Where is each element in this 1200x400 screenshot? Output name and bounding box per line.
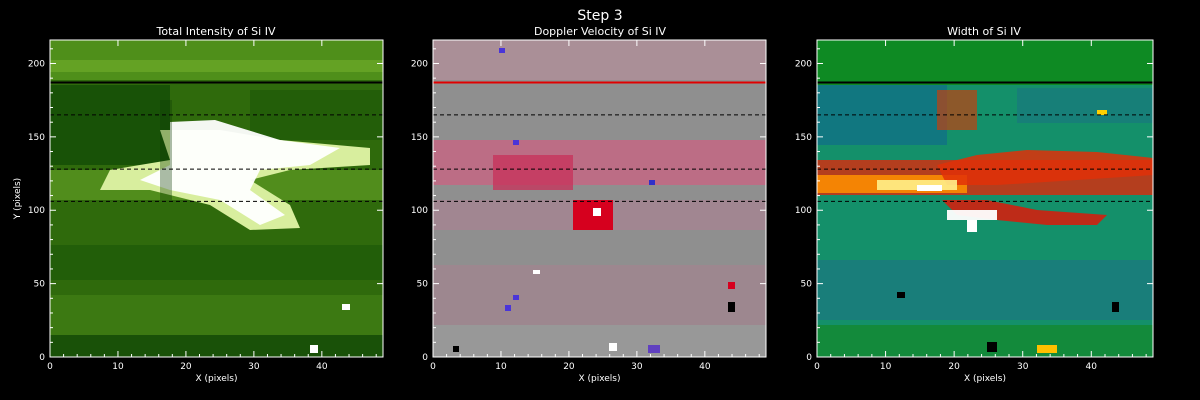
y-tick-label: 50 <box>801 280 813 290</box>
x-axis-label: X (pixels) <box>195 374 237 384</box>
x-tick-label: 30 <box>631 362 643 372</box>
heatmap-width <box>817 40 1153 357</box>
panel-intensity: Total Intensity of Si IV 0 10 20 30 40 0 50 100… <box>13 25 384 384</box>
y-tick-label: 50 <box>34 280 46 290</box>
axes-frame <box>432 39 767 358</box>
x-axis-label: X (pixels) <box>578 374 620 384</box>
y-tick-label: 150 <box>28 133 45 143</box>
panel-title-width: Width of Si IV <box>947 25 1021 38</box>
y-axis-label: Y (pixels) <box>13 178 23 220</box>
panel-width: Width of Si IV 0 10 20 30 40 0 50 100 150 200 X (p… <box>795 25 1154 384</box>
y-tick-label: 0 <box>39 353 45 363</box>
y-tick-label: 0 <box>806 353 812 363</box>
x-tick-label: 10 <box>880 362 892 372</box>
heatmap-doppler <box>433 40 766 357</box>
y-tick-label: 200 <box>28 59 45 69</box>
heatmap-intensity <box>50 40 383 357</box>
x-tick-label: 0 <box>814 362 820 372</box>
x-tick-label: 0 <box>47 362 53 372</box>
x-tick-label: 20 <box>948 362 960 372</box>
x-tick-label: 30 <box>1017 362 1029 372</box>
y-tick-label: 50 <box>417 280 429 290</box>
x-tick-label: 30 <box>248 362 260 372</box>
x-tick-label: 20 <box>180 362 192 372</box>
y-tick-label: 150 <box>795 133 812 143</box>
panel-title-doppler: Doppler Velocity of Si IV <box>534 25 667 38</box>
y-tick-label: 0 <box>422 353 428 363</box>
y-tick-label: 200 <box>795 59 812 69</box>
x-axis-label: X (pixels) <box>964 374 1006 384</box>
figure-title: Step 3 <box>577 8 622 24</box>
x-tick-label: 20 <box>563 362 575 372</box>
axes-frame <box>816 39 1154 358</box>
y-tick-label: 100 <box>411 206 428 216</box>
y-tick-label: 150 <box>411 133 428 143</box>
y-tick-label: 100 <box>795 206 812 216</box>
x-tick-label: 40 <box>316 362 328 372</box>
x-tick-label: 10 <box>495 362 507 372</box>
x-tick-label: 0 <box>430 362 436 372</box>
x-tick-label: 10 <box>112 362 124 372</box>
panel-title-intensity: Total Intensity of Si IV <box>156 25 276 38</box>
panel-doppler: Doppler Velocity of Si IV 0 10 20 30 40 0 50 10… <box>411 25 767 384</box>
x-tick-label: 40 <box>699 362 711 372</box>
x-tick-label: 40 <box>1086 362 1098 372</box>
y-tick-label: 200 <box>411 59 428 69</box>
y-tick-label: 100 <box>28 206 45 216</box>
axes-frame <box>49 39 384 358</box>
